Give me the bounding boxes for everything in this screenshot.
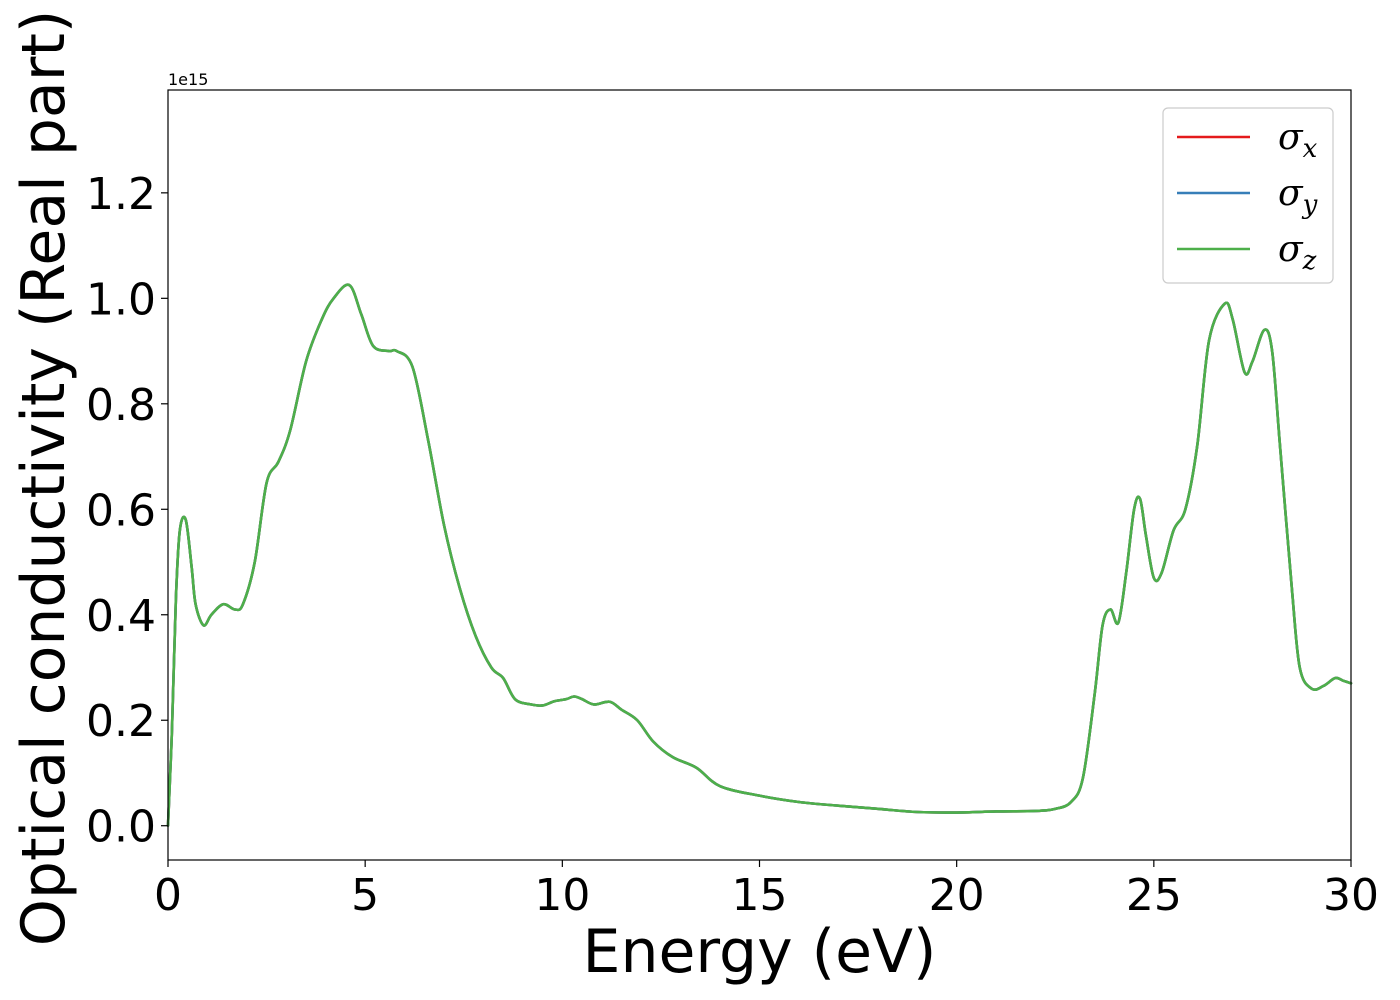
y-tick-label: 0.2	[86, 696, 156, 747]
x-tick-label: 20	[929, 870, 985, 921]
x-tick-label: 15	[732, 870, 788, 921]
y-tick-label: 1.0	[86, 274, 156, 325]
y-tick-label: 0.0	[86, 802, 156, 853]
y-axis: 0.0 0.2 0.4 0.6 0.8 1.0 1.2	[86, 169, 168, 853]
x-tick-label: 10	[534, 870, 590, 921]
plot-area	[166, 89, 1353, 861]
y-offset-label: 1e15	[168, 70, 208, 89]
x-tick-label: 0	[154, 870, 182, 921]
x-tick-label: 25	[1126, 870, 1182, 921]
x-axis: 0 5 10 15 20 25 30	[154, 860, 1379, 921]
x-tick-label: 5	[351, 870, 379, 921]
y-tick-label: 0.8	[86, 380, 156, 431]
y-tick-label: 0.4	[86, 591, 156, 642]
x-axis-title: Energy (eV)	[583, 917, 937, 987]
y-tick-label: 0.6	[86, 485, 156, 536]
series-layer	[166, 283, 1353, 828]
series-line-z	[166, 283, 1353, 828]
x-tick-label: 30	[1323, 870, 1379, 921]
y-tick-label: 1.2	[86, 169, 156, 220]
y-axis-title: Optical conductivity (Real part)	[9, 10, 79, 947]
legend-box	[1162, 107, 1334, 284]
